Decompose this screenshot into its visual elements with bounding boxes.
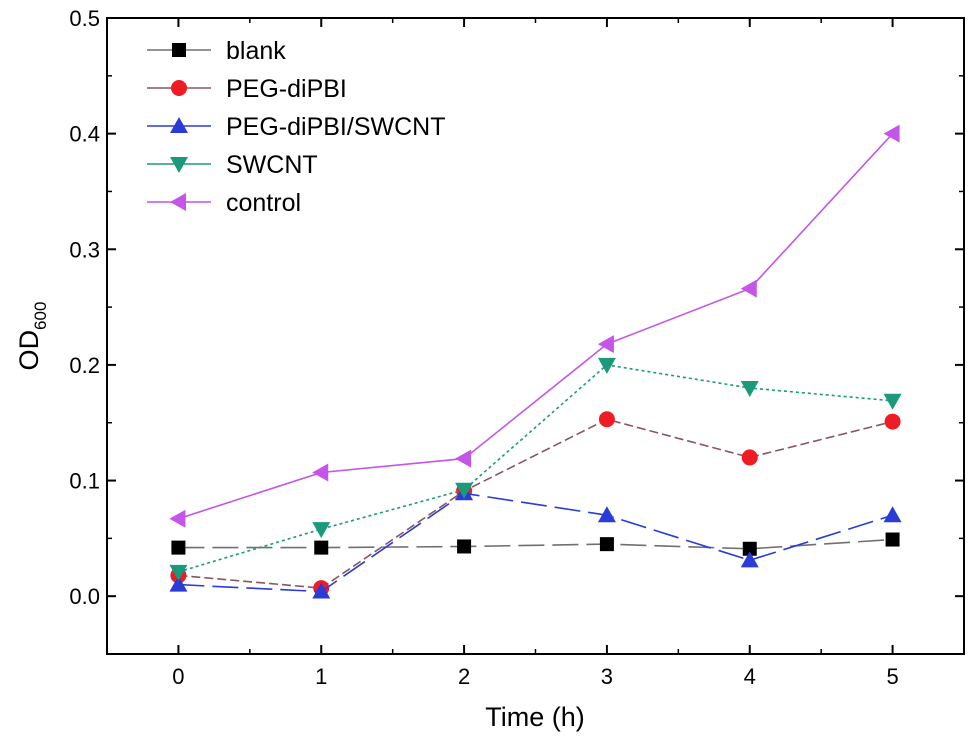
data-point: [455, 482, 474, 499]
legend-label: PEG-diPBI: [226, 75, 347, 103]
data-point: [740, 279, 757, 298]
x-tick-label: 3: [601, 664, 613, 689]
data-point: [883, 124, 900, 143]
legend-label: control: [226, 189, 301, 217]
data-point: [597, 357, 616, 374]
y-tick-label: 0.5: [69, 6, 100, 31]
data-point: [169, 509, 186, 528]
legend-label: PEG-diPBI/SWCNT: [226, 113, 445, 141]
data-point: [597, 335, 614, 354]
legend-item: SWCNT: [147, 151, 318, 179]
data-point: [740, 551, 759, 568]
data-point: [742, 541, 757, 556]
y-axis-title: OD600: [14, 302, 50, 371]
data-point: [312, 463, 329, 482]
legend-label: SWCNT: [226, 151, 318, 179]
x-tick-label: 5: [886, 664, 898, 689]
legend-item: PEG-diPBI/SWCNT: [147, 113, 445, 141]
y-tick-label: 0.0: [69, 584, 100, 609]
data-point: [599, 537, 614, 552]
legend-marker: [170, 117, 188, 133]
data-point: [169, 564, 188, 581]
legend-item: blank: [147, 37, 286, 65]
axes: 0 1 2 3 4 5 0.0 0.1 0.2 0.3 0.4 0.5: [69, 6, 964, 689]
series-line: [178, 418, 893, 589]
data-point: [597, 506, 616, 523]
series-line: [178, 492, 893, 593]
series-peg-dipbi-swcnt: [169, 484, 902, 599]
series-blank: [171, 532, 900, 556]
data-point: [883, 393, 902, 410]
x-tick-label: 4: [744, 664, 756, 689]
legend-marker: [170, 157, 188, 173]
series-line: [178, 538, 893, 550]
legend-label: blank: [226, 37, 286, 65]
y-tick-label: 0.3: [69, 237, 100, 262]
x-axis-title: Time (h): [485, 702, 585, 732]
x-tick-label: 0: [172, 664, 184, 689]
y-axis-title-subscript: 600: [31, 302, 50, 330]
x-tick-label: 2: [458, 664, 470, 689]
data-point: [455, 449, 472, 468]
data-point: [314, 540, 329, 555]
data-point: [740, 381, 759, 398]
data-point: [169, 575, 188, 592]
series-line: [178, 364, 893, 573]
legend-marker: [171, 80, 187, 96]
data-point: [741, 449, 758, 466]
y-tick-label: 0.2: [69, 353, 100, 378]
data-point: [885, 532, 900, 547]
y-axis-title-main: OD: [14, 330, 44, 371]
legend-marker: [170, 193, 186, 211]
data-point: [457, 539, 472, 554]
series-line: [178, 133, 894, 520]
legend-item: control: [147, 189, 301, 217]
series-swcnt: [169, 357, 902, 581]
y-tick-label: 0.4: [69, 122, 100, 147]
x-tick-label: 1: [315, 664, 327, 689]
series-control: [169, 124, 900, 528]
legend-marker: [172, 43, 186, 57]
legend-item: PEG-diPBI: [147, 75, 347, 103]
series-layer: [169, 124, 902, 599]
data-point: [598, 411, 615, 428]
y-tick-label: 0.1: [69, 469, 100, 494]
data-point: [883, 506, 902, 523]
data-point: [312, 522, 331, 539]
data-point: [312, 582, 331, 599]
data-point: [171, 540, 186, 555]
legend: blank PEG-diPBI PEG-diPBI/SWCNT SWCNT contro…: [147, 37, 445, 217]
data-point: [884, 413, 901, 430]
